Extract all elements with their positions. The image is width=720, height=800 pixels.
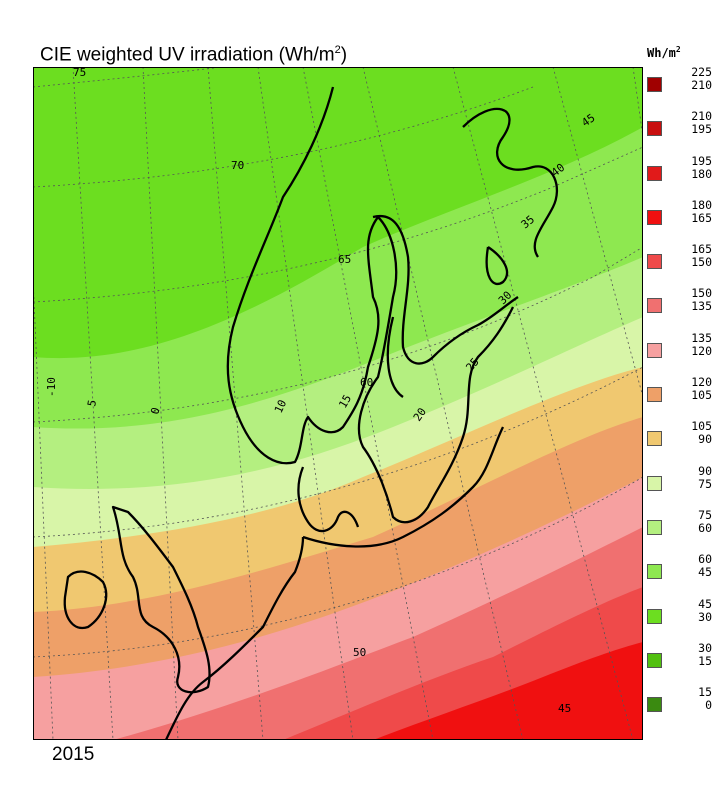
white-sea-coast [485,246,509,285]
legend-upper-value: 105 [691,419,712,434]
legend-swatch [647,431,662,447]
legend-lower-value: 75 [698,476,712,491]
lat-label-50: 50 [353,646,366,659]
legend-lower-value: 180 [691,166,712,181]
legend-upper-value: 45 [698,596,712,611]
legend-upper-value: 150 [691,286,712,301]
legend-row: 165 150 [647,243,719,287]
legend-row: 15 0 [647,686,719,730]
legend-swatch [647,209,662,225]
legend-swatch [647,608,662,624]
gb-coast [111,505,211,694]
legend-upper-value: 60 [698,552,712,567]
legend-swatch [647,342,662,358]
legend-row: 120 105 [647,376,719,420]
ireland-coast [63,570,108,630]
legend-lower-value: 105 [691,388,712,403]
legend-swatch [647,697,662,713]
legend-upper-value: 30 [698,640,712,655]
graticule-labels: 75 70 65 60 50 45 -10 5 0 10 15 20 25 30… [45,67,598,715]
legend-swatch [647,254,662,270]
continent-coast [164,536,305,740]
legend-lower-value: 30 [698,609,712,624]
lat-label-65: 65 [338,253,351,266]
legend-upper-value: 180 [691,197,712,212]
legend-row: 105 90 [647,420,719,464]
lat-label-70: 70 [231,159,244,172]
year-label: 2015 [52,744,95,765]
legend-row: 150 135 [647,287,719,331]
legend-upper-value: 210 [691,109,712,124]
lat-label-60: 60 [360,376,373,389]
legend-upper-value: 135 [691,330,712,345]
legend-lower-value: 150 [691,255,712,270]
legend-swatch [647,165,662,181]
lon-label-15: 15 [336,393,354,411]
legend-row: 30 15 [647,642,719,686]
scandinavia-coast [226,86,515,524]
legend-upper-value: 120 [691,375,712,390]
legend-row: 135 120 [647,332,719,376]
map-title: CIE weighted UV irradiation (Wh/m2) [40,44,348,66]
legend-swatch [647,475,662,491]
legend-lower-value: 45 [698,565,712,580]
legend-lower-value: 165 [691,210,712,225]
legend-unit: Wh/m2 [647,45,681,60]
legend-row: 180 165 [647,199,719,243]
legend-lower-value: 210 [691,78,712,92]
finland-coast [372,214,519,365]
legend-upper-value: 15 [698,685,712,700]
legend-swatch [647,298,662,314]
lat-label-45: 45 [558,702,571,715]
legend-swatch [647,387,662,403]
legend-lower-value: 120 [691,343,712,358]
lon-label-20: 20 [411,405,429,423]
field-red-strong [373,642,643,740]
kola-coast [462,107,558,258]
legend-row: 75 60 [647,509,719,553]
legend-row: 210 195 [647,110,719,154]
legend-upper-value: 165 [691,242,712,257]
legend-upper-value: 225 [691,65,712,79]
lon-label-0: 0 [148,406,162,416]
legend-lower-value: 0 [705,698,712,713]
coastlines [63,86,558,740]
lon-label-10: 10 [272,398,289,416]
legend-row: 90 75 [647,465,719,509]
denmark-coast [297,466,360,533]
legend-row: 45 30 [647,598,719,642]
lat-label-75: 75 [73,67,86,79]
uv-map: 75 70 65 60 50 45 -10 5 0 10 15 20 25 30… [33,67,643,740]
lon-label-40: 40 [549,161,567,179]
legend-row: 225 210 [647,66,719,110]
legend-row: 195 180 [647,155,719,199]
baltic-south-coast [302,426,505,548]
legend-swatch [647,121,662,137]
legend-upper-value: 90 [698,463,712,478]
legend-upper-value: 75 [698,507,712,522]
legend-upper-value: 195 [691,153,712,168]
color-legend: 225 210 210 195 195 180 180 165 165 150 150 135 135 1… [647,66,719,730]
legend-row: 60 45 [647,553,719,597]
legend-lower-value: 135 [691,299,712,314]
lon-label-m10: -10 [45,377,58,397]
legend-swatch [647,77,662,92]
legend-lower-value: 195 [691,122,712,137]
lon-label-45: 45 [579,111,597,129]
lon-label-5: 5 [85,399,99,408]
legend-swatch [647,652,662,668]
legend-swatch [647,564,662,580]
legend-lower-value: 60 [698,520,712,535]
legend-swatch [647,519,662,535]
legend-lower-value: 15 [698,653,712,668]
gulf-bothnia [386,316,404,398]
legend-lower-value: 90 [698,432,712,447]
map-frame [33,67,643,740]
graticule-lines [33,67,643,740]
